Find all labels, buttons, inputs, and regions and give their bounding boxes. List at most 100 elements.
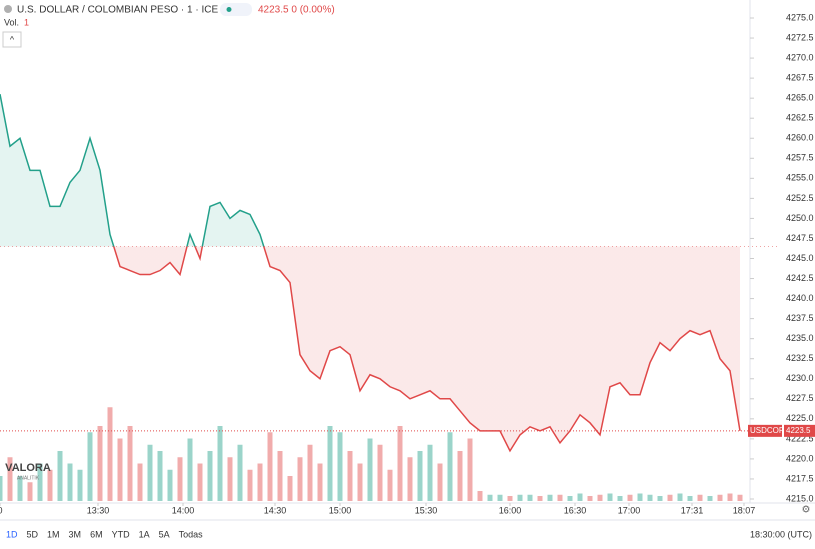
y-tick-label: 4252.5 bbox=[786, 193, 814, 203]
range-button[interactable]: 1M bbox=[47, 529, 60, 539]
y-tick-label: 4235.0 bbox=[786, 333, 814, 343]
volume-bar bbox=[507, 496, 513, 501]
volume-bar bbox=[497, 494, 503, 501]
volume-bar bbox=[167, 469, 173, 501]
volume-bar bbox=[417, 451, 423, 501]
volume-bar bbox=[737, 494, 743, 501]
x-tick-label: 0 bbox=[0, 505, 3, 515]
volume-bar bbox=[647, 494, 653, 501]
volume-bar bbox=[347, 451, 353, 501]
volume-value: 1 bbox=[24, 17, 29, 27]
y-tick-label: 4242.5 bbox=[786, 273, 814, 283]
volume-bar bbox=[697, 494, 703, 501]
volume-bar bbox=[27, 482, 33, 501]
symbol-icon bbox=[4, 5, 12, 13]
volume-bar bbox=[127, 426, 133, 501]
y-tick-label: 4222.5 bbox=[786, 433, 814, 443]
x-tick-label: 17:00 bbox=[618, 505, 641, 515]
volume-bar bbox=[257, 463, 263, 501]
volume-bar bbox=[617, 496, 623, 501]
range-button[interactable]: 3M bbox=[69, 529, 82, 539]
y-tick-label: 4255.0 bbox=[786, 173, 814, 183]
volume-bar bbox=[707, 496, 713, 501]
price: 4223.5 0 (0.00%) bbox=[258, 5, 335, 16]
range-button[interactable]: Todas bbox=[179, 529, 204, 539]
volume-bar bbox=[237, 444, 243, 501]
volume-bar bbox=[297, 457, 303, 501]
volume-bar bbox=[17, 476, 23, 501]
y-tick-label: 4232.5 bbox=[786, 353, 814, 363]
y-tick-label: 4227.5 bbox=[786, 393, 814, 403]
volume-bar bbox=[487, 494, 493, 501]
symbol: U.S. DOLLAR / COLOMBIAN PESO · 1 · ICE bbox=[17, 5, 218, 16]
volume-bar bbox=[367, 438, 373, 501]
y-tick-label: 4217.5 bbox=[786, 473, 814, 483]
settings-icon[interactable]: ⚙ bbox=[802, 505, 811, 516]
collapse-button[interactable] bbox=[2, 31, 22, 48]
volume-bar bbox=[57, 451, 63, 501]
y-tick-label: 4262.5 bbox=[786, 113, 814, 123]
x-tick-label: 15:30 bbox=[415, 505, 438, 515]
range-button[interactable]: 6M bbox=[90, 529, 103, 539]
last-price: 4223.5 bbox=[786, 426, 811, 435]
y-tick-label: 4275.0 bbox=[786, 12, 814, 22]
volume-bar bbox=[157, 451, 163, 501]
volume-bar bbox=[107, 407, 113, 501]
last-name: USDCOP bbox=[750, 426, 784, 435]
x-tick-label: 15:00 bbox=[329, 505, 352, 515]
price-line bbox=[0, 94, 741, 453]
y-tick-label: 4260.0 bbox=[786, 133, 814, 143]
volume-bar bbox=[597, 494, 603, 501]
range-button[interactable]: 1A bbox=[139, 529, 150, 539]
volume-bar bbox=[397, 426, 403, 501]
y-tick-label: 4257.5 bbox=[786, 153, 814, 163]
volume-bar bbox=[437, 463, 443, 501]
volume-bar bbox=[217, 426, 223, 501]
volume-bar bbox=[7, 457, 13, 501]
volume-bar bbox=[667, 494, 673, 501]
volume-bar bbox=[557, 494, 563, 501]
volume-bar bbox=[527, 494, 533, 501]
volume-bar bbox=[687, 496, 693, 501]
range-button[interactable]: 5A bbox=[159, 529, 170, 539]
y-tick-label: 4237.5 bbox=[786, 313, 814, 323]
volume-bar bbox=[87, 432, 93, 501]
x-tick-label: 14:00 bbox=[172, 505, 195, 515]
x-tick-label: 18:07 bbox=[733, 505, 756, 515]
volume-bar bbox=[187, 438, 193, 501]
volume-bar bbox=[407, 457, 413, 501]
volume-bar bbox=[467, 438, 473, 501]
volume-bar bbox=[427, 444, 433, 501]
volume-bar bbox=[547, 494, 553, 501]
range-button[interactable]: 1D bbox=[6, 529, 18, 539]
volume-bar bbox=[577, 493, 583, 501]
volume-bar bbox=[267, 432, 273, 501]
volume-bar bbox=[137, 463, 143, 501]
y-tick-label: 4230.0 bbox=[786, 373, 814, 383]
volume-bar bbox=[387, 469, 393, 501]
last-name-box bbox=[748, 424, 782, 437]
volume-bar bbox=[37, 463, 43, 501]
range-button[interactable]: YTD bbox=[112, 529, 131, 539]
y-tick-label: 4247.5 bbox=[786, 233, 814, 243]
volume-bar bbox=[147, 444, 153, 501]
volume-bar bbox=[277, 451, 283, 501]
volume-bar bbox=[607, 493, 613, 501]
volume-label: Vol. bbox=[4, 17, 19, 27]
volume-bar bbox=[47, 469, 53, 501]
y-tick-label: 4265.0 bbox=[786, 93, 814, 103]
x-tick-label: 16:00 bbox=[499, 505, 522, 515]
watermark: VALORA bbox=[5, 462, 51, 474]
x-tick-label: 17:31 bbox=[681, 505, 704, 515]
status-pill bbox=[220, 3, 252, 16]
volume-bar bbox=[717, 494, 723, 501]
volume-bar bbox=[457, 451, 463, 501]
volume-bar bbox=[517, 494, 523, 501]
volume-bar bbox=[287, 476, 293, 501]
y-tick-label: 4250.0 bbox=[786, 213, 814, 223]
clock: 18:30:00 (UTC) bbox=[750, 529, 812, 539]
volume-bar bbox=[567, 496, 573, 501]
range-button[interactable]: 5D bbox=[27, 529, 39, 539]
y-tick-label: 4272.5 bbox=[786, 32, 814, 42]
